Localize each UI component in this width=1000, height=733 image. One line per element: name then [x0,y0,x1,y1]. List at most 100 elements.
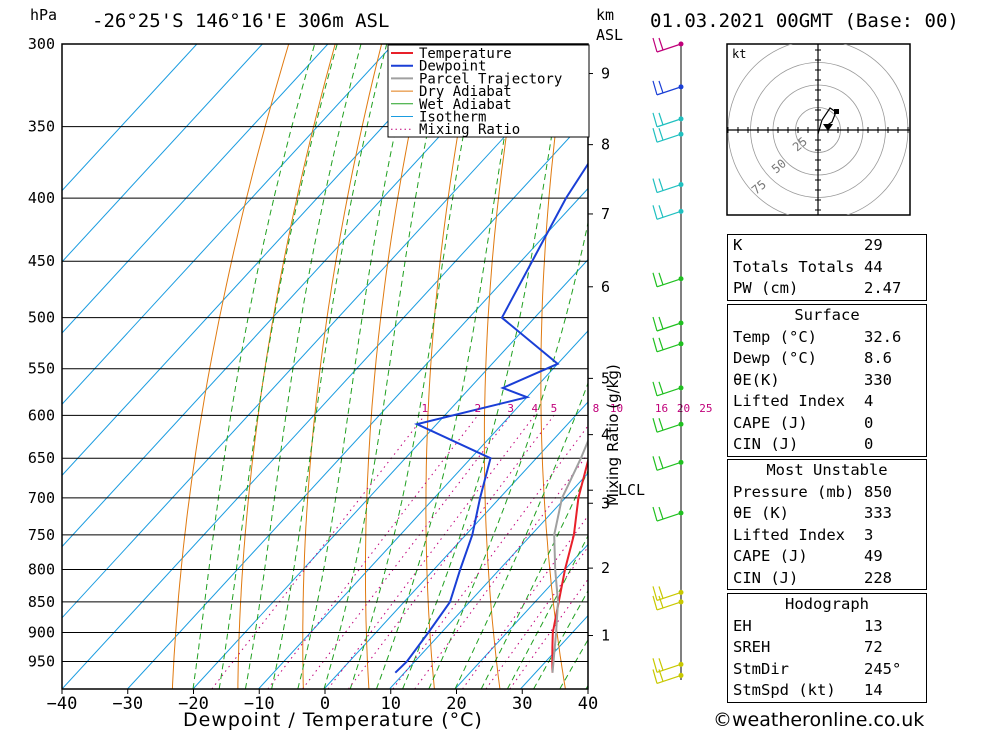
wet-adiabat-line [506,534,588,689]
km-tick-label: 6 [601,278,610,296]
legend-entry: Isotherm [419,110,486,126]
wind-barb [652,272,682,288]
table-row: Dewp (°C) 8.6 [728,348,926,370]
table-row: Temp (°C) 32.6 [728,327,926,349]
table-row-label: CAPE (J) [733,413,808,432]
series-temperature-line [551,457,588,673]
table-row: EH 13 [728,616,926,638]
table-row: StmDir 245° [728,659,926,681]
legend-box [387,44,590,138]
pressure-unit-label: hPa [30,6,58,24]
temperature-tick-label: 10 [381,694,401,714]
table-row: K 29 [728,235,926,257]
temperature-tick-label: −30 [112,694,143,714]
table-row-label: SREH [733,638,771,656]
wind-barb [652,658,682,673]
isotherm-line [323,401,588,689]
wind-barb [652,112,682,128]
location-title: -26°25'S 146°16'E 306m ASL [92,10,390,32]
temperature-tick-label: −10 [244,694,275,714]
mixing-ratio-label: 25 [699,402,712,415]
km-tick-label: 4 [601,426,610,444]
isotherm-line [389,472,588,689]
hodograph-trace [817,107,837,135]
table-row-value: 14 [864,681,883,699]
series-parcel-trajectory-line [551,438,588,673]
table-row: Totals Totals 44 [728,257,926,279]
wet-adiabat-line [349,44,482,689]
table-row-label: Lifted Index [733,525,845,544]
table-row: θE (K) 333 [728,503,926,525]
temperature-tick-label: 0 [320,694,330,714]
wind-barb [652,381,682,397]
pressure-tick-label: 450 [28,252,55,270]
table-row-value: 29 [864,236,883,254]
isotherm-line [127,187,588,689]
wind-barb [652,80,682,96]
table-section-title: Most Unstable [766,461,888,479]
legend-entry: Temperature [419,46,512,62]
pressure-tick-label: 850 [28,593,55,611]
pressure-tick-label: 750 [28,526,55,544]
table-row-label: Pressure (mb) [733,482,855,501]
km-label: km [596,6,615,24]
table-row-label: CIN (J) [733,568,799,587]
mixing-ratio-label: 10 [610,402,623,415]
isotherm-line [62,44,329,334]
isotherm-line [62,45,588,619]
table-row: SREH 72 [728,637,926,659]
table-row-label: Dewp (°C) [733,349,817,367]
pressure-tick-label: 300 [28,35,55,53]
mixing-ratio-label: 16 [655,402,668,415]
mixing-ratio-label: 4 [531,402,538,415]
isotherm-line [454,543,588,689]
datetime-label: 01.03.2021 00GMT (Base: 00) [650,10,959,32]
plot-frame [61,43,589,690]
km-tick-label: 2 [601,559,610,577]
temperature-tick-label: 20 [446,694,466,714]
km-tick-label: 1 [601,627,610,645]
dry-adiabat-line [649,44,697,689]
table-row: PW (cm) 2.47 [728,278,926,300]
wind-barb [652,669,682,685]
table-row-value: 3 [864,525,874,544]
legend-entry: Dewpoint [419,59,486,75]
wet-adiabat-line [218,44,338,689]
wind-barb [652,506,682,522]
table-row: StmSpd (kt) 14 [728,680,926,702]
mixing-ratio-line [392,425,588,689]
mixing-ratio-label: 1 [421,402,428,415]
mixing-ratio-line [509,578,588,689]
table-row: Lifted Index 4 [728,391,926,413]
temperature-tick-label: 40 [578,694,598,714]
table-row-label: Totals Totals [733,257,855,276]
table-row-label: K [733,236,743,254]
mixing-ratio-line [347,414,555,689]
temperature-tick-label: −20 [178,694,209,714]
wind-barb [652,37,682,53]
table-row-label: θE(K) [733,370,780,389]
asl-label: ASL [596,26,624,44]
isotherm-line [62,44,263,263]
mixing-ratio-label: 3 [507,402,514,415]
surface-table: Surface Temp (°C) 32.6 Dewp (°C) 8.6 θE(K) 330… [727,304,927,457]
isotherm-line [62,44,525,548]
wet-adiabat-line [480,469,588,689]
wet-adiabat-line [533,589,588,689]
wind-barb [652,418,682,433]
table-row-label: StmSpd (kt) [733,681,836,699]
dry-adiabat-line [365,44,429,689]
table-row: CAPE (J) 0 [728,413,926,435]
lcl-label: LCL [618,481,645,499]
km-tick-label: 8 [601,136,610,154]
wind-barb [652,178,682,194]
table-row-label: CIN (J) [733,435,799,453]
mixing-ratio-line [462,515,588,689]
table-row-label: StmDir [733,659,789,678]
table-row: CIN (J) 228 [728,568,926,590]
pressure-tick-label: 600 [28,406,55,424]
table-row-value: 0 [864,413,874,432]
table-row: Lifted Index 3 [728,525,926,547]
mixing-ratio-label: 2 [474,402,481,415]
